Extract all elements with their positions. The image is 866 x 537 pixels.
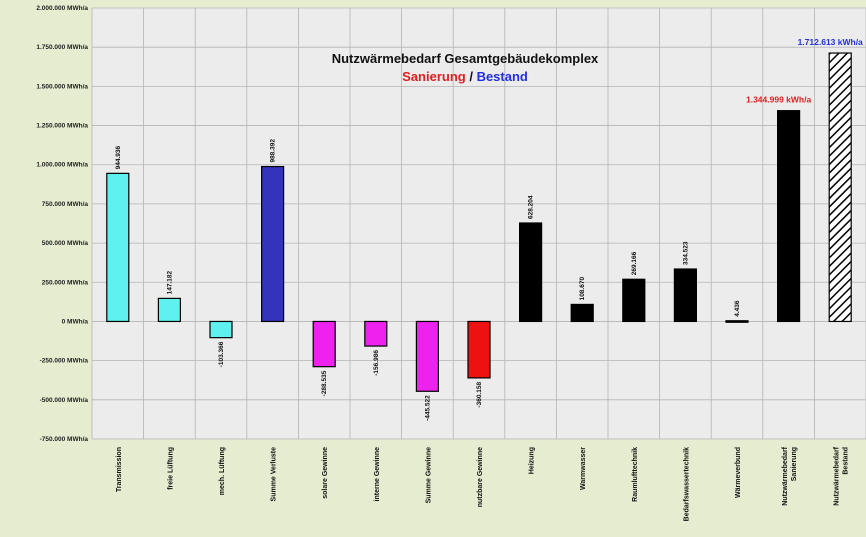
x-tick-label: Bestand [843,447,850,475]
x-tick-label: freie Lüftung [167,447,174,490]
x-tick-label: Wärmeverbund [735,447,742,498]
data-label: 1.712.613 kWh/a [798,37,863,47]
x-tick-label: Nutzwärmebedarf [782,446,789,505]
data-label: -360.158 [476,382,483,408]
bar [415,320,439,392]
x-tick-label: Summe Verluste [271,447,278,502]
bar [725,320,749,323]
x-tick-label: Sanierung [791,447,798,481]
x-tick-label: mech. Lüftung [219,447,226,495]
y-tick-label: 750.000 MWh/a [42,201,89,208]
chart-title: Nutzwärmebedarf Gesamtgebäudekomplex [332,51,599,66]
bar [261,165,285,323]
bar [312,320,336,368]
data-label: 269.166 [631,251,638,275]
bar [364,320,388,347]
bar [673,268,698,323]
x-tick-label: Heizung [529,447,536,474]
data-label: 108.670 [579,277,586,301]
bar [570,303,594,323]
data-label: 1.344.999 kWh/a [746,95,811,105]
y-tick-label: 1.500.000 MWh/a [36,83,88,90]
y-tick-label: 1.000.000 MWh/a [36,162,88,169]
bars: 944.936 147.182 -103.366 988.392 -288.535 -15… [106,37,863,421]
subtitle-sanierung: Sanierung [402,69,466,84]
y-tick-label: 250.000 MWh/a [42,279,89,286]
x-tick-label: Bedarfswassertechnik [683,447,690,521]
data-label: 988.392 [270,139,277,163]
data-label: -445.522 [424,395,431,421]
x-tick-label: Warmwasser [580,447,587,490]
x-tick-label: solare Gewinne [322,447,329,499]
y-tick-label: 2.000.000 MWh/a [36,5,88,12]
chart-subtitle: Sanierung / Bestand [402,69,528,84]
bar [467,320,491,379]
y-tick-label: 0 MWh/a [62,318,89,325]
bar [828,52,852,323]
subtitle-bestand: Bestand [477,69,528,84]
data-label: -156.986 [373,350,380,376]
y-axis: 2.000.000 MWh/a 1.750.000 MWh/a 1.500.000 … [36,5,88,443]
data-label: 147.182 [166,271,173,295]
y-tick-label: 1.750.000 MWh/a [36,44,88,51]
bar [518,222,543,323]
x-tick-label: Raumlufttechnik [632,447,639,502]
subtitle-separator: / [466,69,477,84]
data-label: 334.523 [682,241,689,265]
bar [209,320,233,339]
bar [776,110,801,323]
data-label: 944.936 [115,145,122,169]
y-tick-label: 1.250.000 MWh/a [36,123,88,130]
x-tick-label: Nutzwärmebedarf [834,446,841,505]
x-tick-label: Summe Gewinne [425,447,432,504]
data-label: -103.366 [218,341,225,367]
y-tick-label: -250.000 MWh/a [40,358,89,365]
data-label: 628.204 [528,195,535,219]
bar [106,172,130,323]
x-tick-label: interne Gewinne [374,447,381,502]
y-tick-label: -750.000 MWh/a [40,436,89,443]
y-tick-label: -500.000 MWh/a [40,397,89,404]
data-label: 4.436 [734,300,741,317]
bar [622,278,646,323]
x-tick-label: Transmission [116,447,123,492]
x-axis-labels: Transmission freie Lüftung mech. Lüftung Su… [116,446,850,521]
y-tick-label: 500.000 MWh/a [42,240,89,247]
bar [157,297,181,323]
x-tick-label: nutzbare Gewinne [477,447,484,507]
data-label: -288.535 [321,370,328,396]
